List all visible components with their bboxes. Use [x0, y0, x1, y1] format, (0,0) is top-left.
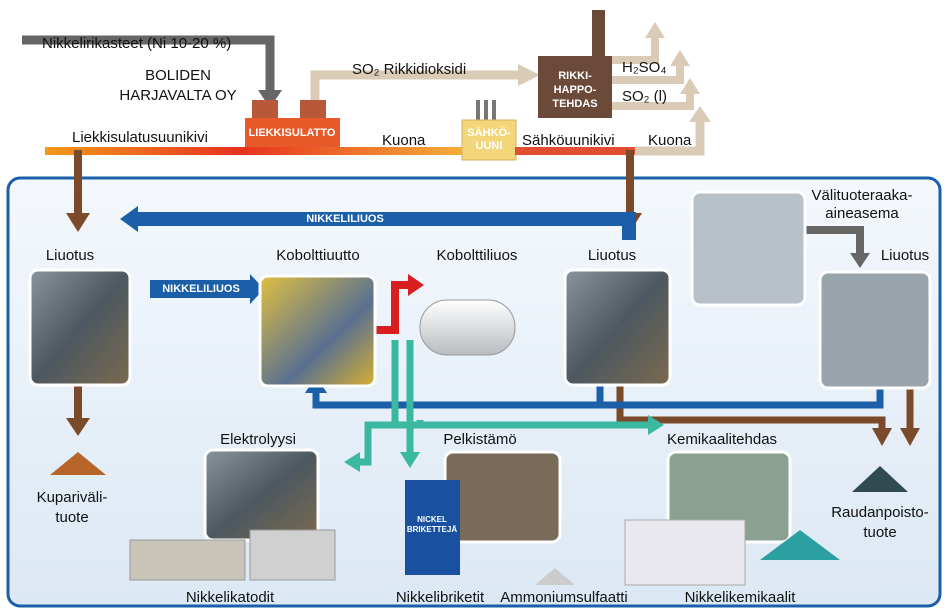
- product-label: Ammoniumsulfaatti: [500, 589, 628, 606]
- matte-label: Liekkisulatusuunikivi: [72, 129, 208, 146]
- feed-label: Nikkelirikasteet (Ni 10-20 %): [42, 35, 231, 52]
- furnace-label: UUNI: [476, 140, 503, 152]
- refinery-flows: [66, 150, 920, 472]
- furnace-label: SÄHKÖ-: [467, 126, 511, 139]
- company-line: HARJAVALTA OY: [119, 87, 236, 104]
- step-label: Liuotus: [46, 247, 94, 264]
- plant-label: Elektrolyysi: [220, 431, 296, 448]
- product-label: Nikkelibriketit: [396, 589, 485, 606]
- flow-label: NIKKELILIUOS: [162, 283, 240, 295]
- can-label: BRIKETTEJÄ: [407, 525, 457, 534]
- gas-label: SO₂ Rikkidioksidi: [352, 61, 466, 78]
- storage-label: aineasema: [825, 205, 899, 222]
- furnace-label: LIEKKISULATTO: [249, 127, 336, 139]
- plant-label: RIKKI-: [558, 70, 592, 82]
- product-label: Raudanpoisto-: [831, 504, 929, 521]
- product-label: tuote: [55, 509, 88, 526]
- slag-label: Kuona: [648, 132, 692, 149]
- product-label: Nikkelikemikaalit: [685, 589, 797, 606]
- step-label: Liuotus: [881, 247, 929, 264]
- can-label: NICKEL: [417, 515, 447, 524]
- storage-label: Välituoteraaka-: [812, 187, 913, 204]
- product-label: SO₂ (l): [622, 88, 667, 105]
- product-label: H₂SO₄: [622, 59, 666, 76]
- matte-label: Sähköuunikivi: [522, 132, 615, 149]
- step-label: Liuotus: [588, 247, 636, 264]
- top-flow: [22, 10, 711, 161]
- flow-label: NIKKELILIUOS: [306, 213, 384, 225]
- photos: [28, 190, 932, 586]
- product-label: Kuparivälі-: [37, 489, 108, 506]
- product-label: Nikkelikatodit: [186, 589, 275, 606]
- product-label: tuote: [863, 524, 896, 541]
- step-label: Kobolttiliuos: [437, 247, 518, 264]
- plant-label: TEHDAS: [552, 98, 597, 110]
- company-line: BOLIDEN: [145, 67, 211, 84]
- plant-label: Pelkistämö: [443, 431, 516, 448]
- plant-label: HAPPO-: [554, 84, 597, 96]
- step-label: Kobolttiuutto: [276, 247, 359, 264]
- slag-label: Kuona: [382, 132, 426, 149]
- plant-label: Kemikaalitehdas: [667, 431, 777, 448]
